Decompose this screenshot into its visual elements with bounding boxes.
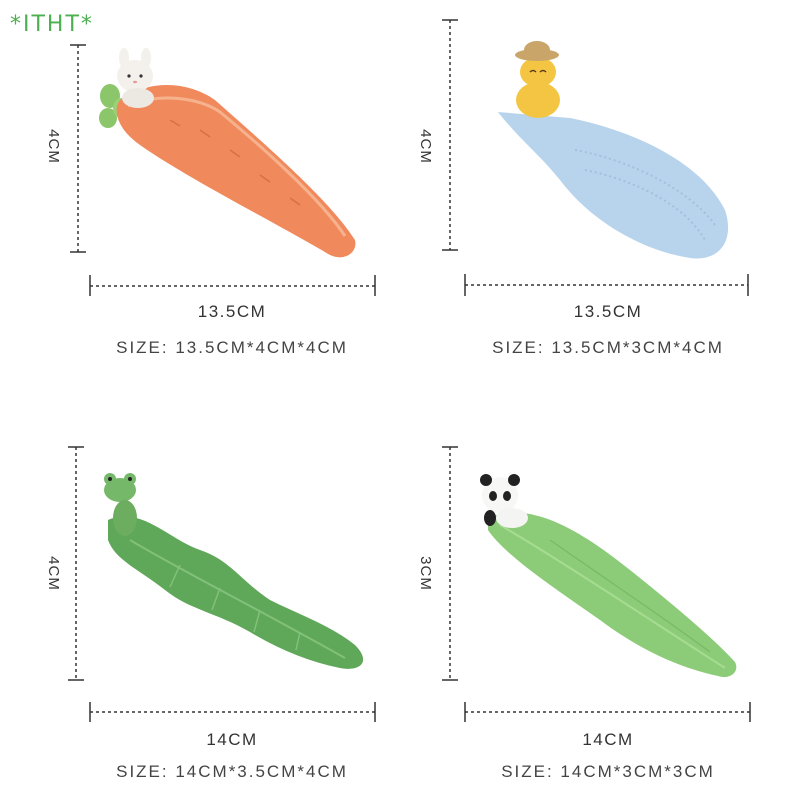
- fish-dish-illustration: [442, 19, 749, 296]
- product-panel-panda-leaf: 3CM 14CM SIZE: 14CM*3CM*3CM: [400, 400, 800, 800]
- frog-leaf-dish-illustration: [68, 446, 376, 722]
- height-dimension-label: 3CM: [416, 556, 434, 591]
- product-panel-fish: 4CM 13.5CM SIZE: 13.5CM*3CM*4CM: [400, 0, 800, 400]
- height-dimension-label: 4CM: [416, 129, 434, 164]
- product-panel-frog-leaf: 4CM 14CM SIZE: 14CM*3.5CM*4CM: [0, 400, 400, 800]
- height-dimension-label: 4CM: [44, 129, 62, 164]
- watermark-text: *ITHT*: [10, 12, 94, 37]
- size-spec-label: SIZE: 14CM*3CM*3CM: [501, 762, 715, 781]
- length-dimension-label: 14CM: [582, 730, 634, 749]
- product-panel-carrot: 4CM 13.5CM SIZE: 13.5CM*4CM*4CM: [0, 0, 400, 400]
- carrot-dish-illustration: [70, 44, 376, 296]
- length-dimension-label: 14CM: [206, 730, 258, 749]
- size-spec-label: SIZE: 13.5CM*4CM*4CM: [116, 338, 348, 357]
- panda-leaf-dish-illustration: [442, 446, 751, 722]
- size-spec-label: SIZE: 14CM*3.5CM*4CM: [116, 762, 348, 781]
- length-dimension-label: 13.5CM: [197, 302, 267, 321]
- height-dimension-label: 4CM: [44, 556, 62, 591]
- length-dimension-label: 13.5CM: [573, 302, 643, 321]
- size-spec-label: SIZE: 13.5CM*3CM*4CM: [492, 338, 724, 357]
